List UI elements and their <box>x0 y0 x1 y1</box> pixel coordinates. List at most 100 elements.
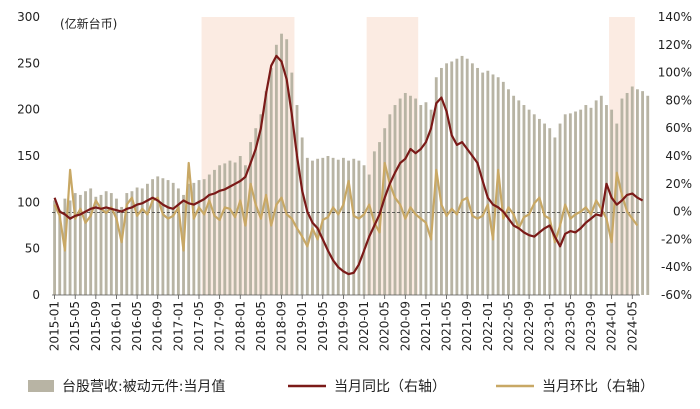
x-tick-label: 2018-09 <box>275 301 289 351</box>
bar <box>362 165 366 295</box>
x-tick-label: 2015-09 <box>89 301 103 351</box>
legend-swatch-bar <box>28 380 54 392</box>
bar <box>254 128 258 295</box>
right-tick-label: 140% <box>658 10 692 24</box>
bar <box>233 162 237 295</box>
bar <box>120 206 124 295</box>
shaded-period-0 <box>201 17 295 295</box>
left-tick-label: 100 <box>17 195 40 209</box>
bar <box>125 193 129 295</box>
x-tick-label: 2017-09 <box>213 301 227 351</box>
bar <box>331 157 335 295</box>
bar <box>202 179 206 295</box>
bar <box>207 174 211 295</box>
x-tick-label: 2016-09 <box>151 301 165 351</box>
legend-label-mom: 当月环比（右轴） <box>542 379 654 395</box>
bar <box>527 109 531 296</box>
right-tick-label: 100% <box>658 66 692 80</box>
x-tick-label: 2019-01 <box>295 301 309 351</box>
right-tick-label: -20% <box>661 232 692 246</box>
bar <box>610 109 614 296</box>
x-tick-label: 2020-09 <box>398 301 412 351</box>
bar <box>285 39 289 295</box>
left-tick-label: 250 <box>17 56 40 70</box>
bar <box>274 44 278 295</box>
mom-line <box>53 161 639 252</box>
bar <box>238 156 242 295</box>
x-tick-label: 2020-01 <box>357 301 371 351</box>
bar <box>305 157 309 295</box>
bar <box>558 123 562 295</box>
legend-label-yoy: 当月同比（右轴） <box>334 379 446 395</box>
bar <box>68 200 72 295</box>
bar <box>192 182 196 295</box>
bar <box>579 109 583 296</box>
legend-label-bar: 台股营收:被动元件:当月值 <box>62 379 225 395</box>
bar <box>460 55 464 295</box>
bar <box>630 86 634 295</box>
bar <box>445 63 448 296</box>
x-tick-label: 2017-01 <box>171 301 185 351</box>
bar <box>414 98 418 296</box>
x-tick-label: 2022-05 <box>501 301 515 351</box>
bar <box>434 77 438 295</box>
bar <box>58 209 62 295</box>
bar <box>568 113 572 295</box>
left-tick-label: 200 <box>17 103 40 117</box>
x-tick-label: 2022-09 <box>522 301 536 351</box>
bar <box>264 91 268 295</box>
bar <box>244 165 247 295</box>
bar <box>290 72 294 295</box>
bar <box>543 123 546 295</box>
bar <box>176 188 180 295</box>
x-axis: 2015-01 2015-05 2015-09 2016-01 2016-05 2016-… <box>48 295 639 351</box>
bar <box>403 92 407 295</box>
bar <box>553 137 557 295</box>
bar <box>605 105 608 296</box>
bar <box>280 33 283 296</box>
bar <box>249 142 252 295</box>
bar <box>522 105 526 296</box>
bar <box>300 137 304 295</box>
bar <box>409 95 412 296</box>
bar <box>228 160 232 295</box>
left-tick-label: 300 <box>17 10 40 24</box>
bar <box>321 157 325 295</box>
bar <box>424 102 428 296</box>
bar <box>336 159 340 295</box>
bar <box>440 67 443 295</box>
left-tick-label: 0 <box>32 288 40 302</box>
bar <box>187 183 191 295</box>
right-tick-label: -40% <box>661 260 692 274</box>
bar <box>161 178 165 295</box>
x-tick-label: 2024-05 <box>625 301 639 351</box>
bar <box>104 191 108 295</box>
left-axis: 0 50 100 150 200 250 300 <box>17 10 40 302</box>
right-tick-label: 80% <box>665 93 692 107</box>
x-tick-label: 2015-05 <box>68 301 82 351</box>
bar <box>455 58 459 296</box>
bar <box>342 157 345 295</box>
x-tick-label: 2020-05 <box>378 301 392 351</box>
bar <box>429 109 433 296</box>
right-tick-label: 60% <box>665 121 692 135</box>
bar <box>393 105 397 296</box>
bar <box>383 128 387 295</box>
legend: 台股营收:被动元件:当月值 当月同比（右轴） 当月环比（右轴） <box>28 379 654 395</box>
bar <box>507 89 510 295</box>
bar <box>584 105 588 296</box>
right-tick-label: 20% <box>665 177 692 191</box>
bar <box>398 98 402 296</box>
bar <box>171 182 175 295</box>
x-tick-label: 2021-09 <box>460 301 474 351</box>
bar <box>594 100 598 296</box>
bar <box>218 165 222 295</box>
x-tick-label: 2016-05 <box>130 301 144 351</box>
bar <box>156 176 160 295</box>
bar <box>259 114 263 295</box>
x-tick-label: 2018-05 <box>254 301 268 351</box>
bar <box>140 188 144 295</box>
x-tick-label: 2016-01 <box>109 301 123 351</box>
bar <box>486 70 490 295</box>
bar <box>109 193 113 295</box>
